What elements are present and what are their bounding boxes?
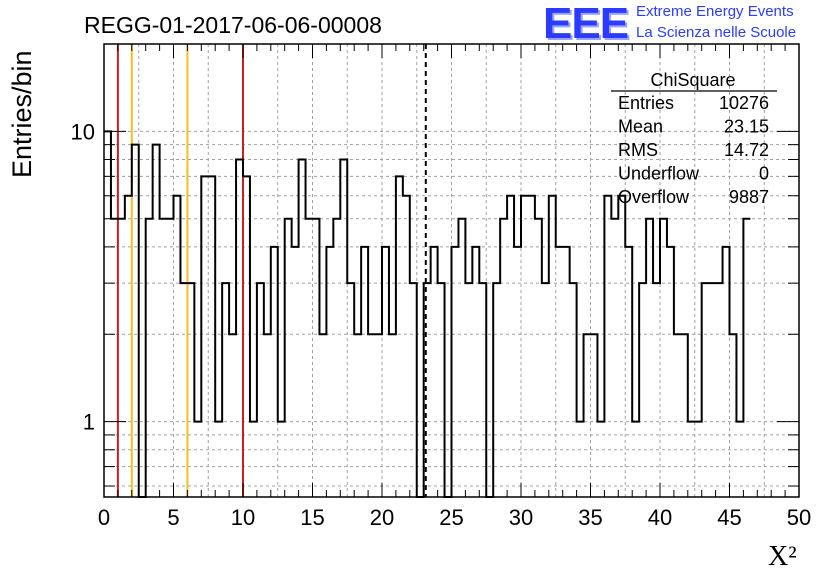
stats-box: ChiSquare Entries 10276 Mean 23.15 RMS 14.72 U… bbox=[611, 70, 777, 207]
x-tick-label: 20 bbox=[370, 505, 394, 530]
tick-labels: 0 5 10 15 20 25 30 35 40 45 50 1 10 bbox=[71, 119, 812, 530]
x-tick-label: 35 bbox=[578, 505, 602, 530]
stats-box-name: ChiSquare bbox=[650, 70, 735, 90]
x-tick-label: 45 bbox=[717, 505, 741, 530]
stats-label: Mean bbox=[618, 117, 663, 137]
logo-subtitle-1: Extreme Energy Events bbox=[636, 3, 794, 20]
stats-label: Underflow bbox=[618, 164, 700, 184]
x-tick-label: 5 bbox=[167, 505, 179, 530]
x-tick-label: 40 bbox=[648, 505, 672, 530]
logo-subtitle-2: La Scienza nelle Scuole bbox=[636, 24, 797, 41]
x-tick-label: 50 bbox=[787, 505, 811, 530]
stats-value: 10276 bbox=[719, 93, 769, 113]
y-axis-label: Entries/bin bbox=[7, 50, 37, 178]
chart-title: REGG-01-2017-06-06-00008 bbox=[84, 12, 382, 38]
histogram-line bbox=[104, 130, 751, 498]
stats-value: 14.72 bbox=[724, 140, 769, 160]
x-tick-label: 15 bbox=[300, 505, 324, 530]
y-tick-label: 1 bbox=[83, 410, 95, 435]
x-tick-label: 10 bbox=[231, 505, 255, 530]
stats-value: 23.15 bbox=[724, 117, 769, 137]
x-tick-label: 30 bbox=[509, 505, 533, 530]
stats-value: 9887 bbox=[729, 187, 769, 207]
x-tick-label: 25 bbox=[439, 505, 463, 530]
stats-value: 0 bbox=[759, 164, 769, 184]
stats-label: Entries bbox=[618, 93, 674, 113]
eee-logo: EEE bbox=[543, 0, 629, 48]
axis-ticks bbox=[103, 43, 800, 497]
x-axis-label: X² bbox=[768, 541, 797, 572]
stats-label: Overflow bbox=[618, 187, 690, 207]
stats-label: RMS bbox=[618, 140, 658, 160]
y-tick-label: 10 bbox=[71, 119, 95, 144]
x-tick-label: 0 bbox=[98, 505, 110, 530]
